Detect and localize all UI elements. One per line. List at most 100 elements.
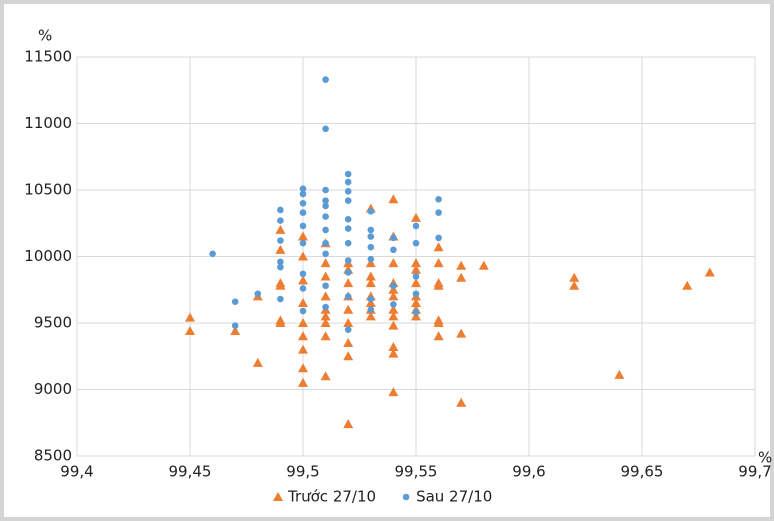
point [320,258,331,268]
point [412,239,420,247]
x-tick-label: 99,5 [286,463,319,481]
point [411,278,421,288]
x-tick-label: 99,65 [621,463,664,481]
point [367,295,375,303]
point [343,318,354,327]
point [478,260,489,270]
point [344,170,352,178]
point [435,234,442,242]
point [456,260,467,270]
y-tick-label: 9500 [34,314,72,332]
point [388,311,399,321]
point [388,348,399,358]
point [322,76,329,83]
x-tick-label: 99,4 [60,463,93,481]
point [433,318,444,327]
point [343,304,354,314]
point [433,258,444,268]
point [322,250,329,258]
point [390,301,397,308]
point [277,237,284,244]
point [298,318,308,327]
point [322,303,329,311]
point [322,282,329,290]
point [682,280,693,290]
point [344,326,352,333]
point [367,226,375,234]
point [277,206,284,214]
point [231,322,239,329]
point [365,271,376,281]
point [298,331,308,341]
point [275,224,286,234]
point [344,178,352,186]
point [388,258,399,268]
point [388,284,399,294]
point [299,200,307,207]
point [433,242,444,252]
legend-marker [402,493,410,501]
point [343,278,354,288]
point [209,250,216,258]
x-tick-label: 99,6 [512,463,545,481]
point [320,291,331,301]
point [275,244,286,254]
point [298,298,308,308]
point [231,298,239,306]
point [569,272,580,282]
point [435,209,442,216]
point [388,387,399,397]
point [367,233,375,240]
point [344,225,352,232]
point [412,309,420,316]
point [344,215,352,223]
point [367,207,375,215]
point [365,298,376,308]
point [390,282,397,290]
point [367,243,375,251]
point [367,306,375,314]
point [320,311,331,321]
point [456,272,467,282]
point [388,320,399,330]
point [412,273,420,280]
point [411,212,421,222]
point [388,341,399,351]
point [298,363,308,373]
point [433,331,444,341]
point [254,290,262,298]
point [343,351,354,361]
point [299,270,307,278]
point [299,285,307,292]
point [344,269,352,276]
point [185,325,195,335]
x-tick-label: 99,55 [395,463,438,481]
legend-label: Sau 27/10 [416,488,492,506]
x-tick-label: 99,45 [169,463,212,481]
point [322,186,329,194]
x-tick-label: 99,7 [738,463,771,481]
point [320,318,331,327]
point [299,185,307,192]
point [614,369,625,379]
point [704,267,715,277]
point [390,246,397,254]
point [388,304,399,314]
point [298,251,308,261]
point [390,234,397,242]
x-unit: % [758,449,772,467]
point [322,202,329,210]
point [320,371,331,381]
point [343,337,354,347]
point [277,258,284,266]
point [411,311,421,321]
point [344,197,352,204]
y-tick-label: 8500 [34,447,72,465]
point [298,275,308,285]
point [298,231,308,241]
y-tick-label: 10000 [24,247,72,265]
point [322,125,329,133]
point [322,239,329,247]
point [298,344,308,354]
